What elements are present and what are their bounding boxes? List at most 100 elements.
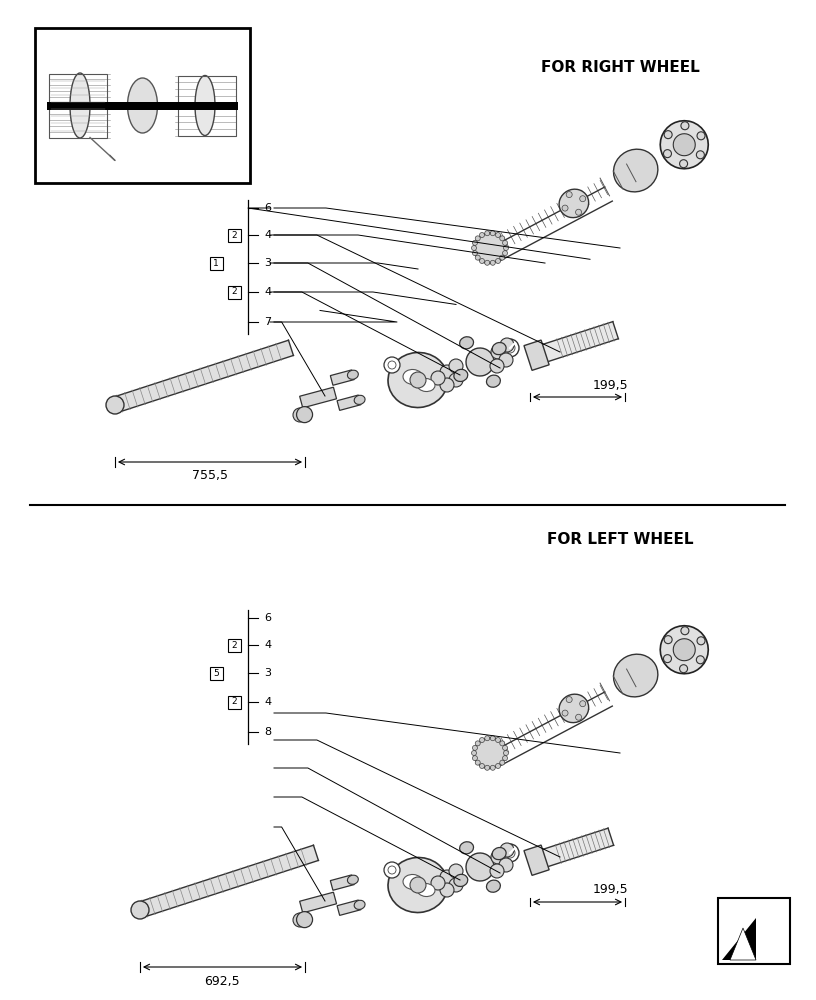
Circle shape xyxy=(490,359,504,373)
Ellipse shape xyxy=(417,883,435,897)
Ellipse shape xyxy=(348,875,358,884)
Circle shape xyxy=(480,738,485,743)
Circle shape xyxy=(475,741,481,746)
Circle shape xyxy=(449,864,463,878)
Circle shape xyxy=(579,701,586,707)
Polygon shape xyxy=(524,845,549,875)
Text: 692,5: 692,5 xyxy=(204,974,240,988)
Text: 4: 4 xyxy=(264,640,272,650)
Text: 4: 4 xyxy=(264,230,272,240)
Bar xyxy=(210,256,223,269)
Circle shape xyxy=(388,866,396,874)
Ellipse shape xyxy=(459,842,473,854)
Circle shape xyxy=(472,240,477,245)
Circle shape xyxy=(663,655,672,663)
Polygon shape xyxy=(722,918,756,960)
Circle shape xyxy=(495,738,500,743)
Circle shape xyxy=(499,741,505,746)
Circle shape xyxy=(480,233,485,238)
Text: 3: 3 xyxy=(264,668,272,678)
Ellipse shape xyxy=(614,654,658,697)
Bar xyxy=(210,666,223,680)
Circle shape xyxy=(475,236,481,241)
Circle shape xyxy=(388,361,396,369)
Ellipse shape xyxy=(70,73,90,138)
Circle shape xyxy=(681,122,689,130)
Text: 3: 3 xyxy=(264,258,272,268)
Bar xyxy=(228,286,241,298)
Circle shape xyxy=(440,378,454,392)
Polygon shape xyxy=(337,900,361,915)
Circle shape xyxy=(680,160,688,168)
Text: 755,5: 755,5 xyxy=(192,470,228,483)
Circle shape xyxy=(485,736,490,741)
Ellipse shape xyxy=(673,134,695,156)
Circle shape xyxy=(663,150,672,158)
Circle shape xyxy=(490,231,495,236)
Ellipse shape xyxy=(131,901,149,919)
Polygon shape xyxy=(299,892,336,913)
Circle shape xyxy=(449,359,463,373)
Circle shape xyxy=(579,196,586,202)
Text: 5: 5 xyxy=(213,668,219,678)
Circle shape xyxy=(410,877,426,893)
Circle shape xyxy=(575,714,582,720)
Circle shape xyxy=(664,131,672,139)
Circle shape xyxy=(501,339,519,357)
Circle shape xyxy=(293,408,307,422)
Ellipse shape xyxy=(660,626,708,674)
Circle shape xyxy=(680,665,688,673)
Polygon shape xyxy=(138,845,318,918)
Circle shape xyxy=(505,848,515,858)
Circle shape xyxy=(503,756,508,761)
Ellipse shape xyxy=(354,900,365,909)
Ellipse shape xyxy=(660,121,708,169)
Circle shape xyxy=(495,233,500,238)
Circle shape xyxy=(490,864,504,878)
Circle shape xyxy=(562,710,568,716)
Circle shape xyxy=(485,765,490,770)
Text: FOR RIGHT WHEEL: FOR RIGHT WHEEL xyxy=(541,60,699,76)
Circle shape xyxy=(410,372,426,388)
Circle shape xyxy=(472,245,477,250)
Circle shape xyxy=(449,878,463,892)
Text: 199,5: 199,5 xyxy=(592,378,628,391)
Circle shape xyxy=(566,192,572,198)
Circle shape xyxy=(566,697,572,703)
Ellipse shape xyxy=(195,76,215,135)
Text: 6: 6 xyxy=(264,203,272,213)
Circle shape xyxy=(485,260,490,265)
Polygon shape xyxy=(113,340,294,413)
Circle shape xyxy=(485,231,490,236)
Bar xyxy=(228,229,241,241)
Ellipse shape xyxy=(403,369,423,385)
Ellipse shape xyxy=(466,348,494,376)
Text: 4: 4 xyxy=(264,287,272,297)
Ellipse shape xyxy=(559,189,588,218)
Polygon shape xyxy=(330,370,354,385)
Circle shape xyxy=(490,765,495,770)
Bar xyxy=(228,639,241,652)
Ellipse shape xyxy=(417,378,435,392)
Circle shape xyxy=(664,636,672,644)
Text: 2: 2 xyxy=(231,288,237,296)
Ellipse shape xyxy=(492,848,506,860)
Circle shape xyxy=(696,151,704,159)
Text: 4: 4 xyxy=(264,697,272,707)
Polygon shape xyxy=(524,340,549,370)
Ellipse shape xyxy=(486,880,500,892)
Ellipse shape xyxy=(127,78,157,133)
Circle shape xyxy=(384,357,400,373)
Polygon shape xyxy=(337,395,361,410)
Circle shape xyxy=(495,258,500,263)
Circle shape xyxy=(499,255,505,260)
Circle shape xyxy=(501,844,519,862)
Circle shape xyxy=(499,353,513,367)
Bar xyxy=(35,28,250,183)
Circle shape xyxy=(472,750,477,756)
Circle shape xyxy=(440,365,454,379)
Circle shape xyxy=(503,251,508,256)
Circle shape xyxy=(480,763,485,768)
Text: 2: 2 xyxy=(231,698,237,706)
Polygon shape xyxy=(527,322,619,367)
